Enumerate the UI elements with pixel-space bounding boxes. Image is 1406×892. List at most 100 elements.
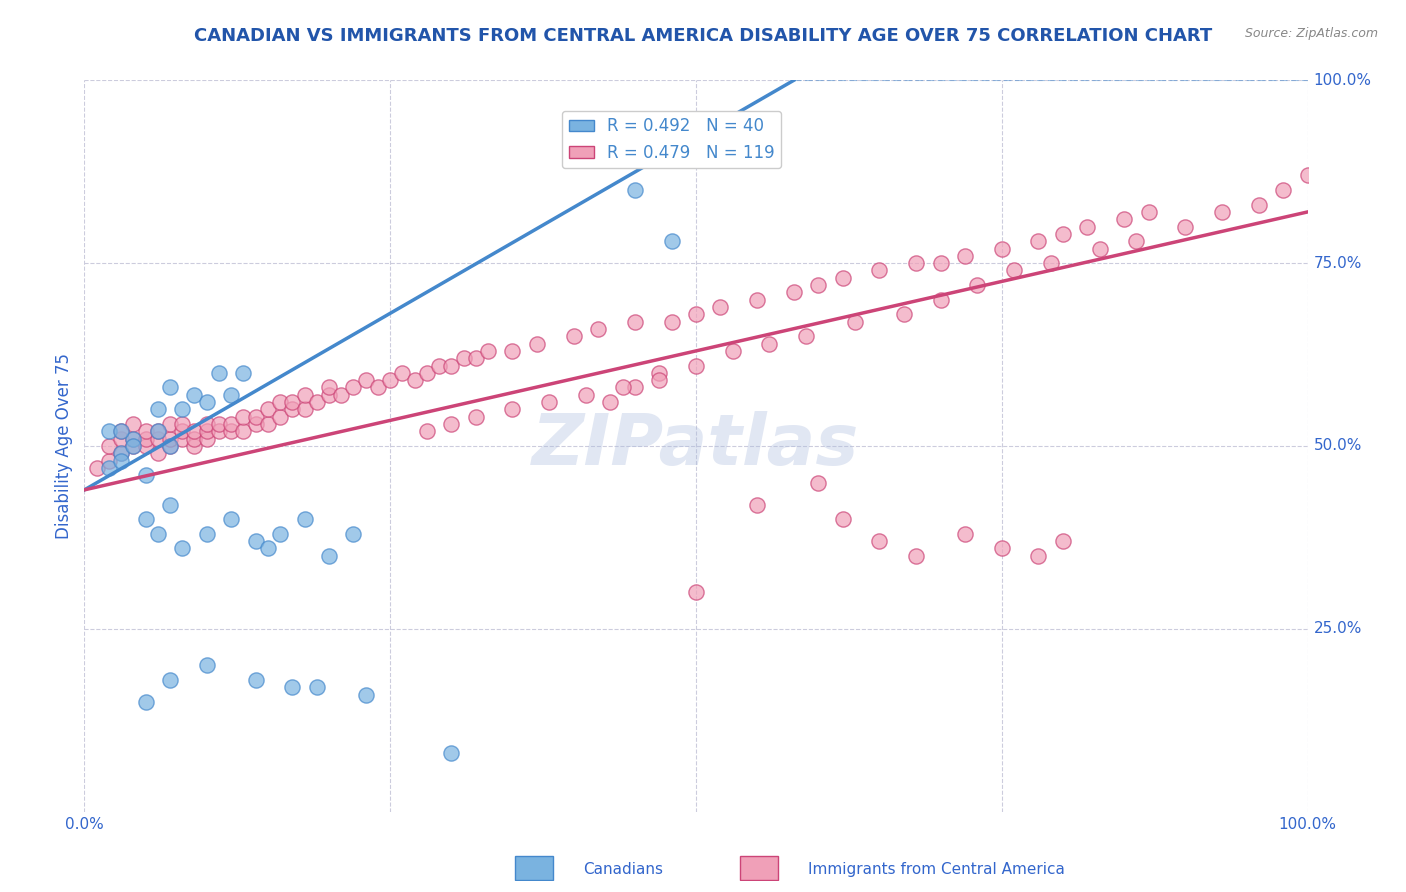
Point [257, 402, 280, 417]
Point [685, 585, 707, 599]
Point [869, 534, 891, 549]
Point [172, 432, 194, 446]
Point [172, 541, 194, 556]
Point [929, 256, 952, 270]
Point [538, 395, 561, 409]
Text: Source: ZipAtlas.com: Source: ZipAtlas.com [1244, 27, 1378, 40]
Point [159, 380, 181, 394]
Point [477, 343, 499, 358]
Point [135, 432, 157, 446]
Text: CANADIAN VS IMMIGRANTS FROM CENTRAL AMERICA DISABILITY AGE OVER 75 CORRELATION C: CANADIAN VS IMMIGRANTS FROM CENTRAL AMER… [194, 27, 1212, 45]
Point [1028, 234, 1050, 248]
Point [440, 746, 463, 760]
Point [110, 453, 132, 467]
Point [318, 380, 340, 394]
Point [661, 315, 683, 329]
Point [110, 446, 132, 460]
Point [183, 388, 205, 402]
FancyBboxPatch shape [741, 856, 779, 880]
Point [869, 263, 891, 277]
Point [648, 373, 671, 387]
Point [342, 526, 364, 541]
Point [427, 359, 450, 373]
Point [86, 461, 108, 475]
Point [586, 322, 609, 336]
Point [685, 307, 707, 321]
Point [146, 432, 169, 446]
Point [159, 439, 181, 453]
Point [172, 425, 194, 439]
Point [624, 183, 647, 197]
Point [367, 380, 389, 394]
Point [294, 388, 316, 402]
Point [281, 681, 304, 695]
Point [831, 270, 853, 285]
Text: 25.0%: 25.0% [1313, 622, 1362, 636]
Point [195, 425, 218, 439]
Point [648, 366, 671, 380]
Point [159, 417, 181, 431]
Point [110, 425, 132, 439]
Point [318, 549, 340, 563]
Point [1272, 183, 1295, 197]
Point [1174, 219, 1197, 234]
Point [146, 425, 169, 439]
Point [783, 285, 806, 300]
Point [135, 695, 157, 709]
Point [294, 512, 316, 526]
Point [245, 409, 267, 424]
Point [195, 417, 218, 431]
Point [831, 512, 853, 526]
Point [232, 409, 254, 424]
Point [294, 402, 316, 417]
Point [208, 425, 231, 439]
Point [807, 278, 830, 293]
Point [966, 278, 988, 293]
Point [464, 351, 486, 366]
Text: Canadians: Canadians [583, 863, 664, 877]
Point [562, 329, 585, 343]
Point [305, 395, 328, 409]
Point [330, 388, 353, 402]
Point [953, 249, 976, 263]
Point [257, 541, 280, 556]
Point [122, 439, 145, 453]
Point [794, 329, 817, 343]
Point [146, 526, 169, 541]
Point [183, 432, 205, 446]
Point [183, 425, 205, 439]
Point [709, 300, 731, 314]
Point [110, 425, 132, 439]
Point [146, 425, 169, 439]
Point [747, 293, 769, 307]
Text: 100.0%: 100.0% [1313, 73, 1372, 87]
Point [172, 417, 194, 431]
Point [1125, 234, 1147, 248]
Point [893, 307, 915, 321]
Point [391, 366, 413, 380]
Point [453, 351, 475, 366]
Point [97, 453, 120, 467]
Point [1137, 205, 1160, 219]
Text: ZIPatlas: ZIPatlas [533, 411, 859, 481]
Legend: R = 0.492   N = 40, R = 0.479   N = 119: R = 0.492 N = 40, R = 0.479 N = 119 [562, 111, 782, 169]
Point [135, 439, 157, 453]
Point [281, 395, 304, 409]
Point [208, 366, 231, 380]
Point [501, 402, 523, 417]
Point [183, 439, 205, 453]
Point [1039, 256, 1062, 270]
Point [159, 498, 181, 512]
Point [807, 475, 830, 490]
Point [905, 549, 928, 563]
Point [526, 336, 548, 351]
Point [269, 409, 291, 424]
Point [758, 336, 780, 351]
Point [929, 293, 952, 307]
Point [1247, 197, 1270, 211]
Point [501, 343, 523, 358]
Point [416, 366, 439, 380]
Point [1211, 205, 1233, 219]
Point [281, 402, 304, 417]
Point [97, 425, 120, 439]
